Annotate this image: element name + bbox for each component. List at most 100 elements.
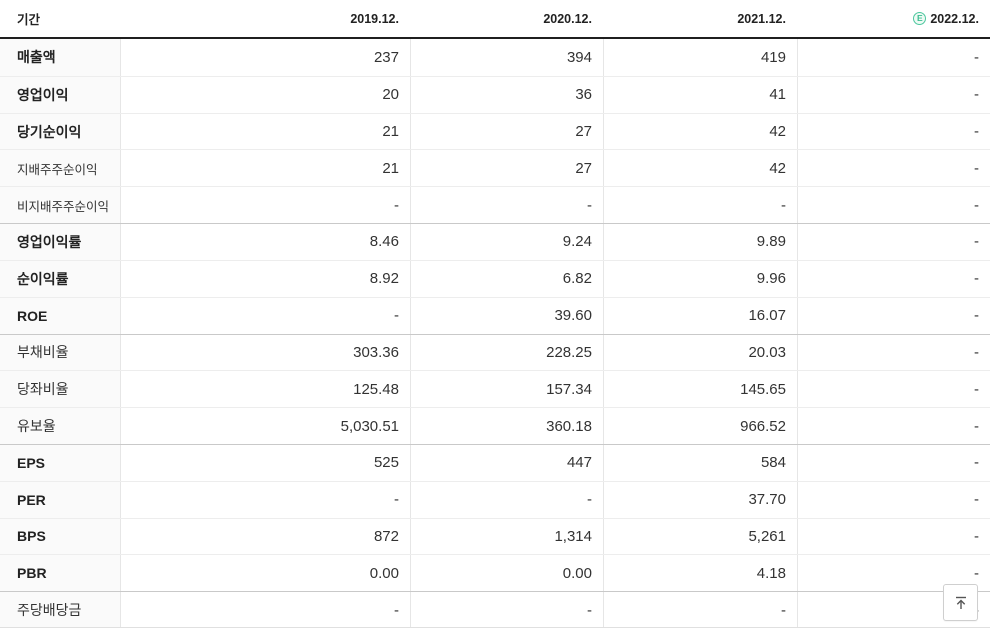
row-label: 매출액	[0, 39, 120, 76]
row-label: 영업이익	[0, 76, 120, 113]
cell-value: 966.52	[603, 408, 797, 444]
cell-value: 37.70	[603, 481, 797, 518]
column-header-period: 기간	[17, 13, 41, 27]
cell-value: -	[120, 592, 410, 627]
cell-value: -	[797, 187, 990, 224]
row-label: EPS	[0, 444, 120, 481]
table-row: ROE -39.60 16.07-	[0, 296, 990, 334]
cell-value: 9.89	[603, 224, 797, 260]
cell-value: 20	[120, 76, 410, 113]
cell-value: 42	[603, 150, 797, 187]
cell-value: 584	[603, 444, 797, 481]
cell-value: -	[120, 297, 410, 334]
cell-value: 394	[410, 39, 603, 76]
cell-value: 525	[120, 444, 410, 481]
cell-value: 5,261	[603, 518, 797, 555]
cell-value: -	[797, 113, 990, 150]
cell-value: 360.18	[410, 408, 603, 444]
row-label: 부채비율	[0, 334, 120, 371]
cell-value: 1,314	[410, 518, 603, 555]
cell-value: 27	[410, 113, 603, 150]
cell-value: 0.00	[410, 555, 603, 592]
row-label: PBR	[0, 555, 120, 592]
cell-value: 9.24	[410, 224, 603, 260]
row-label: 비지배주주순이익	[0, 187, 120, 224]
column-header-2019-12: 2019.12.	[350, 11, 399, 26]
table-row: PER - -37.70-	[0, 480, 990, 518]
cell-value: 4.18	[603, 555, 797, 592]
cell-value: 157.34	[410, 371, 603, 408]
cell-value: 0.00	[120, 555, 410, 592]
row-label: ROE	[0, 297, 120, 334]
cell-value: 42	[603, 113, 797, 150]
row-label: BPS	[0, 518, 120, 555]
column-header-2022-12-estimate: E 2022.12.	[797, 0, 990, 37]
cell-value: 125.48	[120, 371, 410, 408]
cell-value: -	[797, 39, 990, 76]
cell-value: 8.92	[120, 260, 410, 297]
scroll-to-top-button[interactable]	[943, 584, 978, 621]
table-row: 부채비율 303.36 228.25 20.03-	[0, 333, 990, 371]
cell-value: -	[410, 187, 603, 224]
column-header-2020-12: 2020.12.	[543, 11, 592, 26]
cell-value: 872	[120, 518, 410, 555]
cell-value: 21	[120, 113, 410, 150]
cell-value: 447	[410, 444, 603, 481]
table-row: 지배주주순이익 21 27 42-	[0, 149, 990, 187]
table-row: BPS 872 1,314 5,261-	[0, 517, 990, 555]
cell-value: -	[797, 297, 990, 334]
cell-value: -	[797, 334, 990, 371]
row-label: 당좌비율	[0, 371, 120, 408]
cell-value: -	[797, 444, 990, 481]
table-header: 기간 2019.12. 2020.12. 2021.12. E 2022.12.	[0, 0, 990, 39]
cell-value: -	[120, 187, 410, 224]
estimate-icon: E	[913, 12, 927, 25]
table-row: 영업이익 20 36 41-	[0, 75, 990, 113]
cell-value: 39.60	[410, 297, 603, 334]
table-row: 유보율 5,030.51 360.18 966.52-	[0, 407, 990, 444]
row-label: 주당배당금	[0, 592, 120, 627]
cell-value: 237	[120, 39, 410, 76]
cell-value: 145.65	[603, 371, 797, 408]
cell-value: 27	[410, 150, 603, 187]
cell-value: 419	[603, 39, 797, 76]
table-row: 매출액 237 394 419-	[0, 39, 990, 76]
cell-value: 8.46	[120, 224, 410, 260]
cell-value: 5,030.51	[120, 408, 410, 444]
cell-value: 21	[120, 150, 410, 187]
table-row: 순이익률 8.92 6.82 9.96-	[0, 259, 990, 297]
arrow-up-to-top-icon	[952, 594, 970, 612]
cell-value: -	[603, 592, 797, 627]
table-row: 비지배주주순이익 - - - -	[0, 186, 990, 224]
cell-value: 228.25	[410, 334, 603, 371]
row-label: 당기순이익	[0, 113, 120, 150]
cell-value: 41	[603, 76, 797, 113]
row-label: 영업이익률	[0, 224, 120, 260]
cell-value: -	[603, 187, 797, 224]
row-label: PER	[0, 481, 120, 518]
column-header-2022-12-label: 2022.12.	[930, 11, 979, 26]
row-label: 지배주주순이익	[0, 150, 120, 187]
table-row: PBR 0.00 0.00 4.18-	[0, 554, 990, 592]
cell-value: -	[797, 481, 990, 518]
column-header-2021-12: 2021.12.	[737, 11, 786, 26]
row-label: 순이익률	[0, 260, 120, 297]
cell-value: 303.36	[120, 334, 410, 371]
table-row: 영업이익률 8.46 9.24 9.89-	[0, 223, 990, 260]
table-row: 당좌비율 125.48 157.34 145.65-	[0, 370, 990, 408]
cell-value: 36	[410, 76, 603, 113]
cell-value: -	[797, 76, 990, 113]
cell-value: -	[410, 481, 603, 518]
table-row: 당기순이익 21 27 42-	[0, 112, 990, 150]
cell-value: 9.96	[603, 260, 797, 297]
cell-value: -	[797, 518, 990, 555]
cell-value: 16.07	[603, 297, 797, 334]
cell-value: -	[797, 371, 990, 408]
cell-value: -	[797, 260, 990, 297]
table-row: 주당배당금----	[0, 591, 990, 627]
cell-value: -	[410, 592, 603, 627]
cell-value: -	[797, 224, 990, 260]
cell-value: 6.82	[410, 260, 603, 297]
table-row: EPS 525 447 584-	[0, 443, 990, 481]
